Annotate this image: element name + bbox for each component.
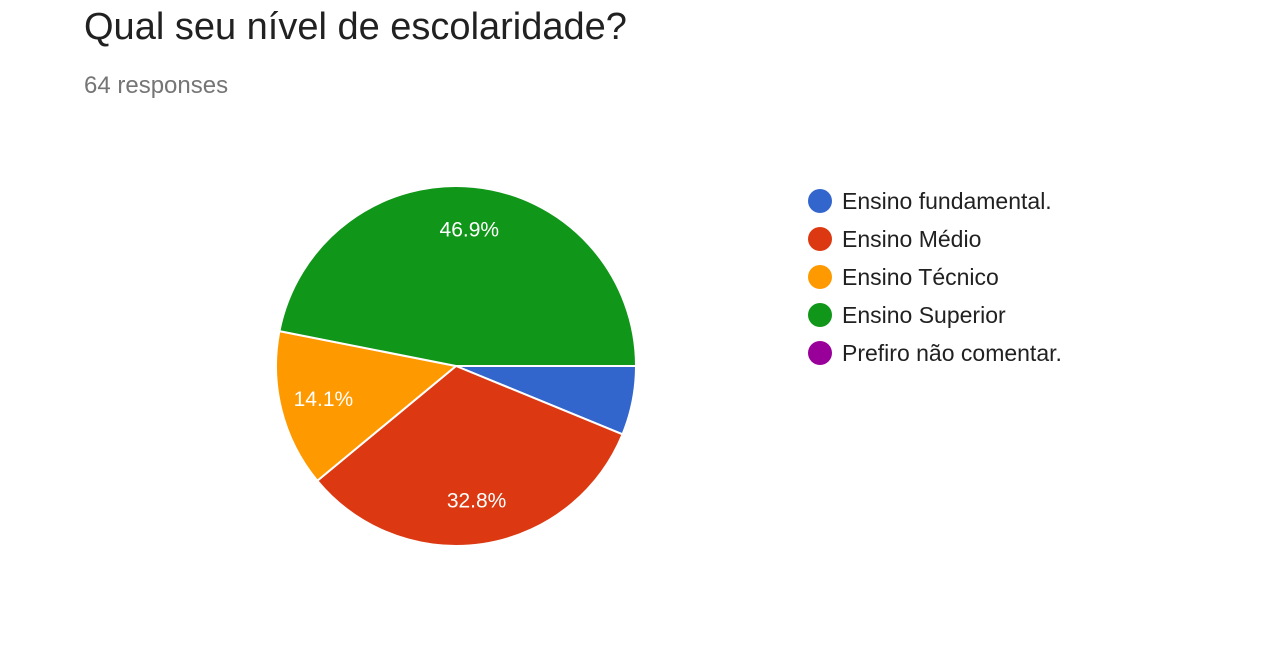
legend-swatch-icon xyxy=(808,265,832,289)
pie-slice-ensino-tecnico[interactable] xyxy=(275,330,457,482)
legend-label: Ensino Superior xyxy=(842,301,1006,328)
slice-value-label-ensino-tecnico: 14.1% xyxy=(294,388,354,411)
legend-label: Ensino Técnico xyxy=(842,263,999,290)
pie-slice-ensino-superior[interactable] xyxy=(278,185,637,367)
pie-slice-labels: 32.8% 14.1% 46.9% xyxy=(294,218,507,512)
chart-legend: Ensino fundamental. Ensino Médio Ensino Té… xyxy=(808,182,1062,372)
legend-swatch-icon xyxy=(808,227,832,251)
legend-item-ensino-medio[interactable]: Ensino Médio xyxy=(808,220,1062,258)
legend-swatch-icon xyxy=(808,189,832,213)
legend-swatch-icon xyxy=(808,341,832,365)
pie-slices xyxy=(275,185,637,547)
legend-item-ensino-tecnico[interactable]: Ensino Técnico xyxy=(808,258,1062,296)
legend-item-ensino-superior[interactable]: Ensino Superior xyxy=(808,296,1062,334)
legend-item-ensino-fundamental[interactable]: Ensino fundamental. xyxy=(808,182,1062,220)
legend-item-prefiro-nao-comentar[interactable]: Prefiro não comentar. xyxy=(808,334,1062,372)
legend-label: Prefiro não comentar. xyxy=(842,339,1062,366)
legend-swatch-icon xyxy=(808,303,832,327)
response-count: 64 responses xyxy=(84,72,229,99)
slice-value-label-ensino-medio: 32.8% xyxy=(447,490,507,513)
pie-slice-ensino-medio[interactable] xyxy=(316,365,624,547)
pie-chart: 32.8% 14.1% 46.9% xyxy=(275,185,637,547)
legend-label: Ensino Médio xyxy=(842,225,982,252)
slice-value-label-ensino-superior: 46.9% xyxy=(440,218,500,241)
legend-label: Ensino fundamental. xyxy=(842,187,1052,214)
question-title: Qual seu nível de escolaridade? xyxy=(84,6,627,48)
